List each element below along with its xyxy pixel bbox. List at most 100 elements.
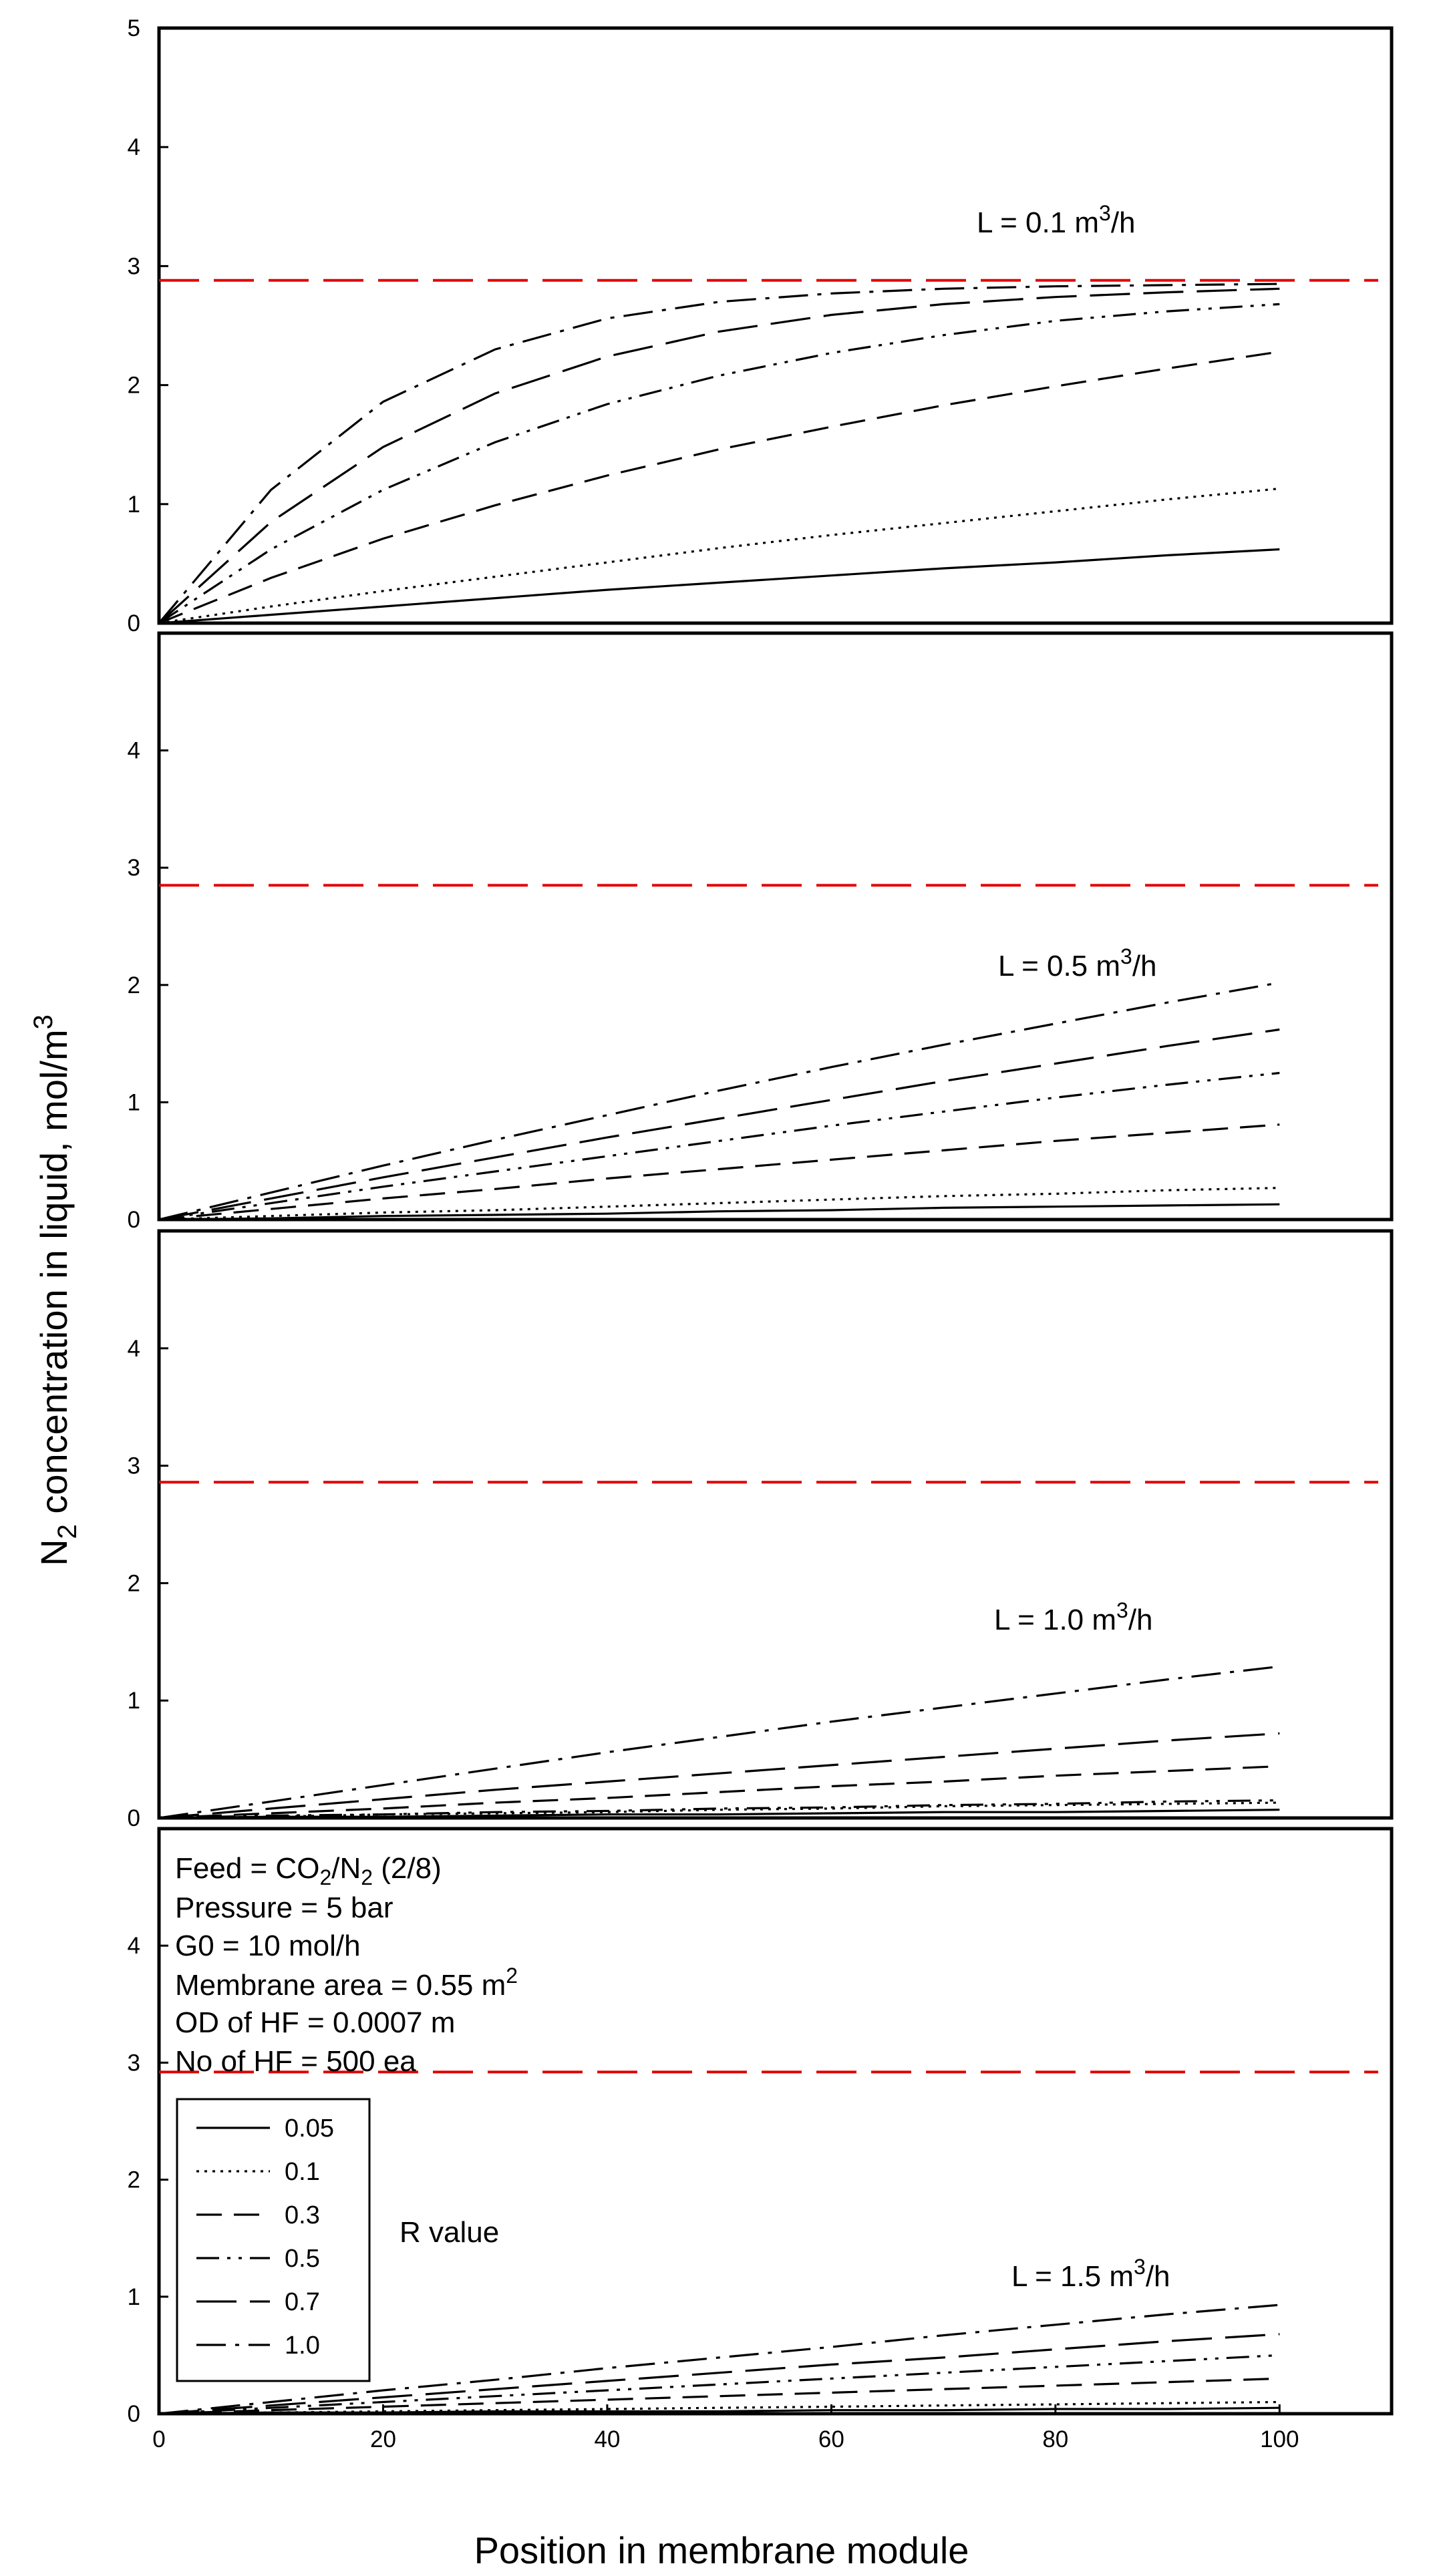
legend-label: 1.0 [285, 2332, 320, 2360]
panel-frame [157, 631, 1394, 1222]
x-tick-label: 100 [1260, 2426, 1299, 2452]
legend-label: 0.3 [285, 2201, 320, 2229]
y-axis-title-sup: 3 [29, 1015, 58, 1029]
flow-label-prefix: L = 0.5 m [998, 950, 1120, 982]
y-tick-label: 0 [128, 1805, 140, 1831]
series-line-R-0.7 [158, 1732, 1280, 1819]
series-line-R-0.7 [158, 1028, 1280, 1221]
legend-label: 0.05 [285, 2114, 334, 2143]
feed-suffix: (2/8) [373, 1852, 442, 1885]
flow-label-prefix: L = 0.1 m [977, 206, 1099, 239]
condition-pressure: Pressure = 5 bar [175, 1891, 393, 1924]
x-tick-label: 80 [1042, 2426, 1068, 2452]
flow-label-sup: 3 [1134, 2255, 1146, 2279]
y-axis-title-sub: 2 [53, 1524, 82, 1539]
y-tick-label: 0 [128, 1207, 140, 1233]
panel-frame [157, 1827, 1394, 2416]
flow-label-suffix: /h [1132, 950, 1157, 982]
area-prefix: Membrane area = 0.55 m [175, 1969, 506, 2002]
series-line-R-1.0 [158, 2304, 1280, 2415]
flow-label-suffix: /h [1146, 2260, 1170, 2293]
y-tick-label: 2 [128, 373, 140, 399]
x-axis: 0 20 40 60 80 100 [152, 2404, 1299, 2452]
flow-label-suffix: /h [1128, 1604, 1153, 1636]
y-axis-title-n: N [33, 1539, 75, 1566]
condition-od: OD of HF = 0.0007 m [175, 2006, 455, 2039]
y-axis-title: N2 concentration in liquid, mol/m3 [29, 1015, 82, 1566]
y-tick-label: 4 [128, 134, 140, 160]
y-tick-label: 4 [128, 738, 140, 764]
y-tick-label: 1 [128, 492, 140, 518]
y-tick-label: 4 [128, 1933, 140, 1959]
condition-feed: Feed = CO2/N2 (2/8) [175, 1852, 442, 1889]
y-tick-label: 1 [128, 1688, 140, 1714]
y-tick-label: 1 [128, 2284, 140, 2310]
y-tick-label: 3 [128, 1453, 140, 1479]
legend-box [176, 2098, 371, 2382]
condition-area: Membrane area = 0.55 m2 [175, 1964, 518, 2002]
y-tick-label: 0 [128, 610, 140, 636]
y-tick-label: 2 [128, 1570, 140, 1596]
y-tick-label: 2 [128, 972, 140, 998]
series-line-R-0.7 [158, 2333, 1280, 2415]
flow-label-prefix: L = 1.0 m [994, 1604, 1116, 1636]
panel-flow-label: L = 0.5 m3/h [998, 944, 1157, 982]
series-line-R-0.3 [158, 1123, 1280, 1221]
feed-sub1: 2 [319, 1865, 331, 1889]
series-line-R-0.1 [158, 2400, 1280, 2415]
legend-title: R value [400, 2216, 499, 2249]
condition-g0: G0 = 10 mol/h [175, 1929, 361, 1962]
x-tick-label: 40 [594, 2426, 620, 2452]
series-line-R-0.1 [158, 488, 1280, 624]
y-tick-label: 0 [128, 2401, 140, 2427]
legend-label: 0.5 [285, 2245, 320, 2273]
panel-frame [157, 26, 1394, 625]
flow-label-suffix: /h [1111, 206, 1136, 239]
series-line-R-0.3 [158, 351, 1280, 624]
series-line-R-0.05 [158, 1203, 1280, 1221]
flow-label-sup: 3 [1116, 1598, 1128, 1622]
x-tick-label: 0 [152, 2426, 165, 2452]
series-line-R-1.0 [158, 981, 1280, 1221]
feed-prefix: Feed = CO [175, 1852, 319, 1885]
flow-label-sup: 3 [1120, 944, 1132, 968]
y-tick-label: 1 [128, 1089, 140, 1115]
y-axis-title-rest: concentration in liquid, mol/m [33, 1029, 75, 1524]
series-line-R-1.0 [158, 1665, 1280, 1819]
series-line-R-0.1 [158, 1187, 1280, 1221]
series-line-R-0.05 [158, 1809, 1280, 1819]
y-tick-label: 5 [128, 15, 140, 41]
y-tick-label: 4 [128, 1336, 140, 1362]
series-line-R-0.5 [158, 1071, 1280, 1221]
flow-label-prefix: L = 1.5 m [1011, 2260, 1134, 2293]
x-tick-label: 20 [370, 2426, 396, 2452]
panel-flow-label: L = 1.0 m3/h [994, 1598, 1153, 1636]
panel-flow-label: L = 1.5 m3/h [1011, 2255, 1170, 2293]
feed-mid: /N [331, 1852, 361, 1885]
y-tick-label: 3 [128, 2050, 140, 2076]
legend: 0.05 0.1 0.3 0.5 0.7 1.0 R value [176, 2098, 499, 2382]
area-sup: 2 [506, 1964, 518, 1988]
flow-label-sup: 3 [1099, 201, 1111, 225]
panel-flow-label: L = 0.1 m3/h [977, 201, 1136, 239]
panel-frame [157, 1229, 1394, 1820]
y-tick-label: 2 [128, 2167, 140, 2193]
condition-count: No of HF = 500 ea [175, 2045, 416, 2078]
series-line-R-0.7 [158, 287, 1280, 624]
series-line-R-0.05 [158, 548, 1280, 624]
x-tick-label: 60 [818, 2426, 844, 2452]
feed-sub2: 2 [361, 1865, 373, 1889]
y-tick-label: 3 [128, 855, 140, 881]
legend-entries: 0.05 0.1 0.3 0.5 0.7 1.0 [196, 2114, 334, 2360]
series-line-R-0.5 [158, 303, 1280, 624]
y-tick-label: 3 [128, 253, 140, 279]
legend-label: 0.7 [285, 2288, 320, 2316]
series-line-R-1.0 [158, 283, 1280, 624]
series-line-R-0.1 [158, 1801, 1280, 1819]
